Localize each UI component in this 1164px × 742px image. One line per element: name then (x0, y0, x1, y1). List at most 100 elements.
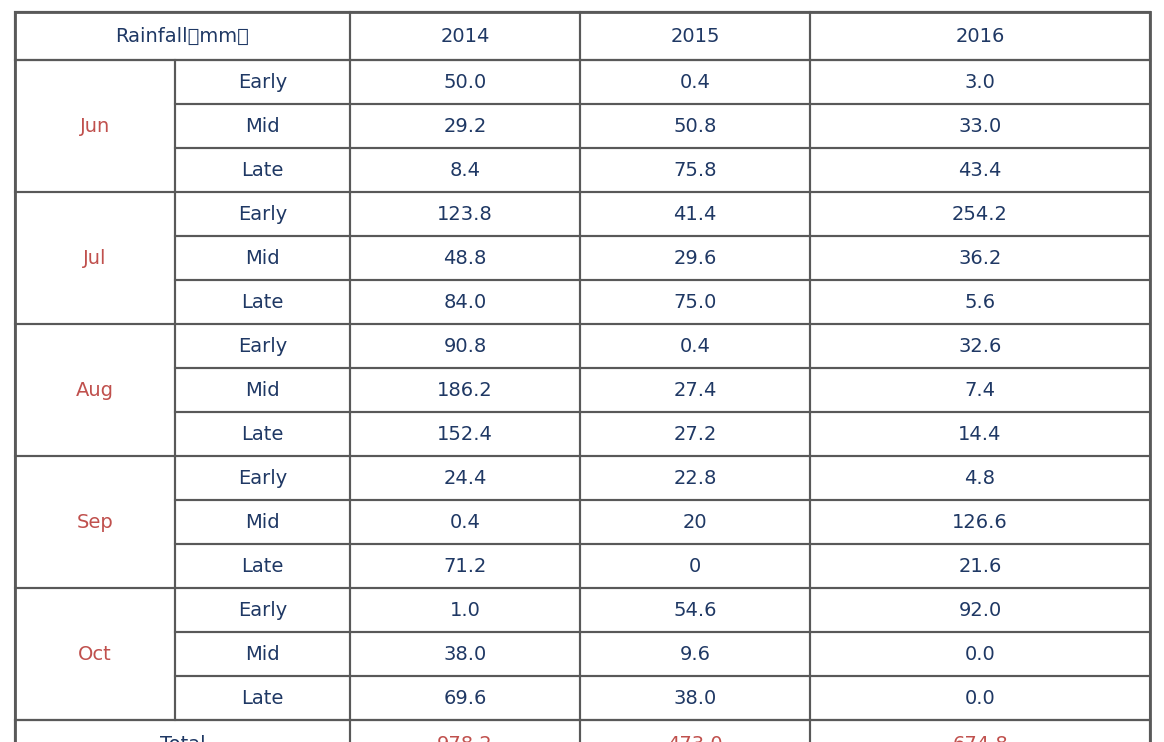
Text: 38.0: 38.0 (443, 645, 487, 663)
Text: 7.4: 7.4 (965, 381, 995, 399)
Text: Late: Late (241, 424, 284, 444)
Text: 2014: 2014 (440, 27, 490, 45)
Text: 33.0: 33.0 (958, 116, 1002, 136)
Bar (580, 12, 810, 60)
Bar (580, 456, 810, 500)
Bar (810, 632, 1150, 676)
Bar (350, 192, 580, 236)
Text: 978.2: 978.2 (438, 735, 492, 742)
Text: 14.4: 14.4 (958, 424, 1002, 444)
Text: Oct: Oct (78, 645, 112, 663)
Bar (810, 104, 1150, 148)
Text: Total: Total (159, 735, 205, 742)
Bar (580, 280, 810, 324)
Text: Early: Early (237, 600, 288, 620)
Text: Mid: Mid (246, 249, 279, 268)
Bar (15, 720, 350, 742)
Bar (580, 412, 810, 456)
Text: 0: 0 (689, 556, 701, 576)
Bar (175, 588, 350, 632)
Text: Aug: Aug (76, 381, 114, 399)
Bar (810, 588, 1150, 632)
Text: 1.0: 1.0 (449, 600, 481, 620)
Text: 24.4: 24.4 (443, 468, 487, 487)
Bar (810, 544, 1150, 588)
Text: Mid: Mid (246, 645, 279, 663)
Bar (15, 60, 175, 192)
Bar (810, 368, 1150, 412)
Bar (350, 720, 580, 742)
Text: 29.6: 29.6 (673, 249, 717, 268)
Bar (175, 148, 350, 192)
Text: 21.6: 21.6 (958, 556, 1002, 576)
Bar (810, 236, 1150, 280)
Bar (580, 632, 810, 676)
Text: 674.8: 674.8 (952, 735, 1008, 742)
Text: 0.4: 0.4 (449, 513, 481, 531)
Text: 3.0: 3.0 (965, 73, 995, 91)
Bar (580, 676, 810, 720)
Bar (580, 104, 810, 148)
Text: 75.8: 75.8 (673, 160, 717, 180)
Bar (175, 104, 350, 148)
Bar (175, 324, 350, 368)
Bar (580, 500, 810, 544)
Bar (175, 456, 350, 500)
Text: 2015: 2015 (670, 27, 719, 45)
Text: 54.6: 54.6 (673, 600, 717, 620)
Text: 29.2: 29.2 (443, 116, 487, 136)
Bar (175, 236, 350, 280)
Bar (580, 544, 810, 588)
Text: 254.2: 254.2 (952, 205, 1008, 223)
Text: 0.0: 0.0 (965, 689, 995, 708)
Bar (810, 456, 1150, 500)
Text: Late: Late (241, 292, 284, 312)
Text: 8.4: 8.4 (449, 160, 481, 180)
Text: Early: Early (237, 337, 288, 355)
Text: 48.8: 48.8 (443, 249, 487, 268)
Bar (810, 720, 1150, 742)
Text: Mid: Mid (246, 381, 279, 399)
Bar (175, 500, 350, 544)
Bar (350, 500, 580, 544)
Bar (15, 720, 1150, 742)
Text: 50.8: 50.8 (673, 116, 717, 136)
Text: 36.2: 36.2 (958, 249, 1002, 268)
Text: 126.6: 126.6 (952, 513, 1008, 531)
Bar (580, 368, 810, 412)
Bar (175, 280, 350, 324)
Text: Early: Early (237, 205, 288, 223)
Text: Rainfall（mm）: Rainfall（mm） (115, 27, 249, 45)
Text: Late: Late (241, 556, 284, 576)
Bar (350, 676, 580, 720)
Text: 38.0: 38.0 (674, 689, 717, 708)
Bar (175, 544, 350, 588)
Bar (580, 720, 810, 742)
Bar (810, 280, 1150, 324)
Bar (15, 588, 175, 720)
Text: Late: Late (241, 689, 284, 708)
Text: 152.4: 152.4 (436, 424, 492, 444)
Text: 0.4: 0.4 (680, 73, 710, 91)
Text: 5.6: 5.6 (965, 292, 995, 312)
Bar (810, 324, 1150, 368)
Text: 84.0: 84.0 (443, 292, 487, 312)
Bar (350, 236, 580, 280)
Bar (350, 368, 580, 412)
Bar (810, 500, 1150, 544)
Text: 186.2: 186.2 (438, 381, 492, 399)
Bar (580, 192, 810, 236)
Text: 90.8: 90.8 (443, 337, 487, 355)
Bar (580, 236, 810, 280)
Bar (15, 192, 175, 324)
Text: 50.0: 50.0 (443, 73, 487, 91)
Text: 2016: 2016 (956, 27, 1005, 45)
Bar (175, 192, 350, 236)
Text: 473.0: 473.0 (667, 735, 723, 742)
Bar (350, 60, 580, 104)
Bar (580, 148, 810, 192)
Bar (175, 412, 350, 456)
Bar (15, 456, 175, 588)
Bar (175, 632, 350, 676)
Text: Jun: Jun (80, 116, 111, 136)
